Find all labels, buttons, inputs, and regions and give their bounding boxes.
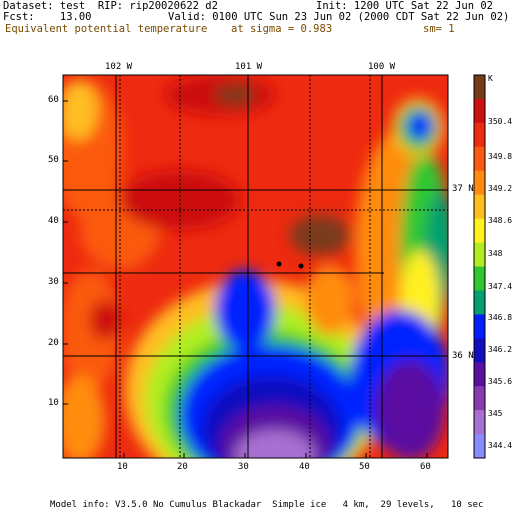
x-tick-label: 60 — [420, 462, 431, 472]
colorbar-swatch — [474, 242, 485, 267]
y-tick-label: 20 — [48, 338, 59, 348]
valid-line: Valid: 0100 UTC Sun 23 Jun 02 (2000 CDT … — [168, 11, 510, 23]
colorbar-label: 346.8 — [488, 313, 512, 322]
x-tick-label: 30 — [238, 462, 249, 472]
colorbar-swatch — [474, 290, 485, 315]
colorbar-swatch — [474, 170, 485, 196]
colorbar-swatch — [474, 194, 485, 220]
init-line: Init: 1200 UTC Sat 22 Jun 02 — [316, 0, 494, 12]
x-tick-label: 40 — [299, 462, 310, 472]
y-tick-label: 60 — [48, 95, 59, 105]
colorbar-label: 350.4 — [488, 117, 512, 126]
y-tick-label: 40 — [48, 216, 59, 226]
colorbar-swatch — [474, 362, 485, 387]
x-tick-label: 10 — [117, 462, 128, 472]
colorbar-frame — [473, 74, 486, 459]
y-tick-label: 30 — [48, 277, 59, 287]
colorbar-swatch — [474, 386, 485, 411]
state-lines — [63, 75, 448, 458]
colorbar-unit: K — [488, 74, 493, 83]
field-name: Equivalent potential temperature — [5, 23, 208, 35]
model-info-footer: Model info: V3.5.0 No Cumulus Blackadar … — [50, 500, 484, 510]
lon-label-102w: 102 W — [105, 62, 133, 72]
colorbar-swatch — [474, 122, 485, 148]
dataset-line: Dataset: test RIP: rip20020622 d2 — [3, 0, 218, 12]
colorbar-swatch — [474, 434, 485, 459]
lon-label-100w: 100 W — [368, 62, 396, 72]
colorbar-label: 345.6 — [488, 377, 512, 386]
x-tick-label: 50 — [359, 462, 370, 472]
fcst-line: Fcst: 13.00 — [3, 11, 92, 23]
lat-label-37n: 37 N — [452, 184, 474, 194]
colorbar-swatch — [474, 98, 485, 124]
colorbar — [473, 74, 486, 459]
plot-frame — [62, 74, 449, 459]
colorbar-label: 347.4 — [488, 282, 512, 291]
colorbar-swatch — [474, 266, 485, 291]
colorbar-label: 346.2 — [488, 345, 512, 354]
y-tick-label: 50 — [48, 155, 59, 165]
colorbar-label: 348.6 — [488, 216, 512, 225]
colorbar-label: 345 — [488, 409, 503, 418]
station-marker-2 — [298, 263, 304, 269]
colorbar-label: 348 — [488, 249, 503, 258]
colorbar-label: 349.2 — [488, 184, 512, 193]
y-tick-label: 10 — [48, 398, 59, 408]
lon-label-101w: 101 W — [235, 62, 263, 72]
x-tick-label: 20 — [177, 462, 188, 472]
axis-ticks — [63, 100, 428, 458]
filled-contours — [63, 75, 448, 458]
lat-label-36n: 36 N — [452, 351, 474, 361]
colorbar-swatch — [474, 314, 485, 339]
colorbar-swatch — [474, 410, 485, 435]
sigma-level: at sigma = 0.983 — [231, 23, 333, 35]
colorbar-swatch — [474, 218, 485, 244]
colorbar-label: 344.4 — [488, 441, 512, 450]
colorbar-swatch — [474, 338, 485, 363]
station-marker-1 — [276, 261, 282, 267]
colorbar-swatch — [474, 146, 485, 172]
colorbar-label: 349.8 — [488, 152, 512, 161]
smoothing-label: sm= 1 — [423, 23, 455, 35]
colorbar-swatch — [474, 75, 485, 100]
